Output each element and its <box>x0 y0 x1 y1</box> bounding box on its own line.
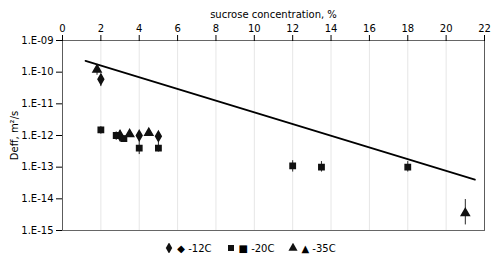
html-text:■ -20C: ■ -20C <box>238 242 275 254</box>
svg-text:1.E-14: 1.E-14 <box>21 193 53 204</box>
svg-text:1.E-13: 1.E-13 <box>21 161 53 172</box>
svg-text:20: 20 <box>440 23 453 34</box>
svg-text:2: 2 <box>98 23 104 34</box>
svg-text:1.E-09: 1.E-09 <box>21 35 53 46</box>
svg-text:18: 18 <box>401 23 414 34</box>
svg-text:16: 16 <box>363 23 376 34</box>
svg-text:1.E-10: 1.E-10 <box>21 66 53 77</box>
svg-text:22: 22 <box>478 23 491 34</box>
svg-text:1.E-15: 1.E-15 <box>21 225 53 236</box>
svg-text:14: 14 <box>325 23 338 34</box>
svg-text:8: 8 <box>213 23 219 34</box>
svg-text:Deff, m²/s: Deff, m²/s <box>9 111 20 160</box>
svg-text:0: 0 <box>59 23 65 34</box>
svg-text:12: 12 <box>286 23 299 34</box>
svg-text:10: 10 <box>248 23 261 34</box>
html-text:▲ -35C: ▲ -35C <box>301 242 336 254</box>
svg-text:6: 6 <box>174 23 180 34</box>
svg-text:1.E-11: 1.E-11 <box>21 98 53 109</box>
svg-text:1.E-12: 1.E-12 <box>21 130 53 141</box>
html-text:◆ -12C: ◆ -12C <box>177 242 212 254</box>
svg-text:sucrose concentration, %: sucrose concentration, % <box>210 9 337 20</box>
svg-text:4: 4 <box>136 23 142 34</box>
